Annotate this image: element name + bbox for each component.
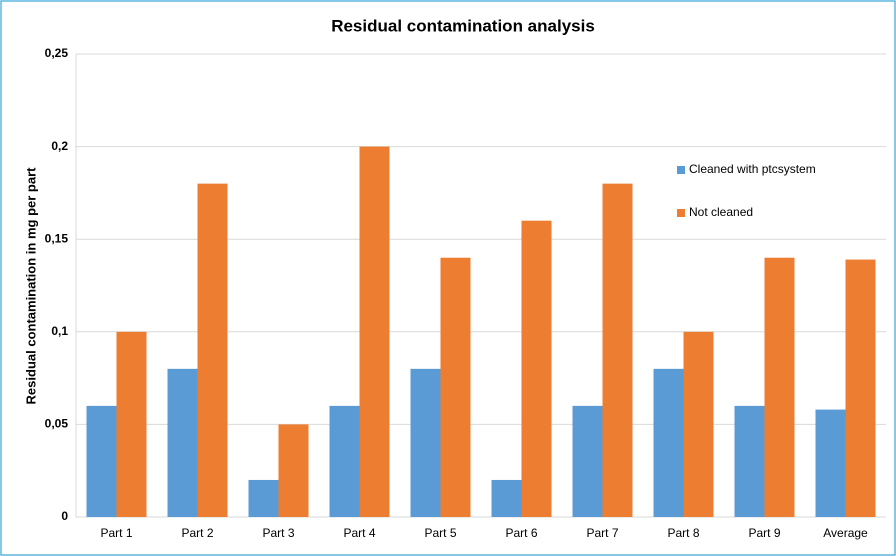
bar [329, 405, 360, 517]
bar [197, 183, 228, 517]
x-tick-label: Part 8 [667, 526, 699, 540]
bar [86, 405, 117, 517]
legend-label: Not cleaned [689, 205, 753, 219]
x-tick-label: Part 1 [100, 526, 132, 540]
legend-label: Cleaned with ptcsystem [689, 162, 816, 176]
y-tick-label: 0,1 [51, 324, 68, 338]
bar [440, 257, 471, 517]
y-axis-label: Residual contamination in mg per part [23, 167, 38, 405]
bar [602, 183, 633, 517]
x-tick-label: Part 5 [424, 526, 456, 540]
y-tick-label: 0,05 [45, 417, 69, 431]
x-tick-label: Part 9 [748, 526, 780, 540]
bar [278, 424, 309, 517]
x-tick-label: Part 2 [181, 526, 213, 540]
bar [845, 259, 876, 517]
bar [764, 257, 795, 517]
x-tick-label: Part 4 [343, 526, 375, 540]
x-tick-label: Average [823, 526, 868, 540]
y-tick-label: 0,15 [45, 231, 69, 245]
bar [359, 146, 390, 517]
x-tick-label: Part 6 [505, 526, 537, 540]
bar [734, 405, 765, 517]
bar [167, 368, 198, 517]
x-tick-label: Part 3 [262, 526, 294, 540]
bar [572, 405, 603, 517]
y-tick-label: 0 [61, 509, 68, 523]
bar [815, 409, 846, 517]
bar [653, 368, 684, 517]
y-tick-label: 0,2 [51, 139, 68, 153]
y-tick-label: 0,25 [45, 46, 69, 60]
bar [248, 479, 279, 517]
bar [683, 331, 714, 517]
legend-swatch [677, 166, 685, 174]
x-tick-label: Part 7 [586, 526, 618, 540]
bar [521, 220, 552, 517]
chart-title: Residual contamination analysis [331, 16, 595, 35]
bar [116, 331, 147, 517]
bar [410, 368, 441, 517]
bar [491, 479, 522, 517]
legend-swatch [677, 209, 685, 217]
